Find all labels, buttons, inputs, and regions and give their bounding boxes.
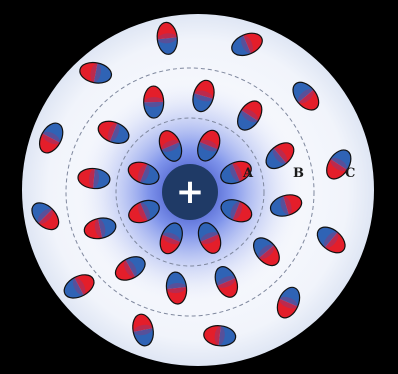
dipole-shell-b — [77, 167, 111, 190]
central-ion — [162, 164, 218, 220]
dipole-shell-c — [276, 286, 301, 319]
dipole-shell-a — [220, 160, 252, 185]
dipole-shell-b — [143, 85, 165, 119]
dipole-shell-c — [231, 32, 263, 57]
dipole-shell-c — [316, 226, 346, 254]
dipole-shell-a — [159, 222, 183, 255]
dipole-shell-b — [253, 237, 280, 267]
dipole-shell-c — [203, 325, 237, 347]
shell-label-a: A — [242, 166, 254, 181]
dipole-shell-c — [132, 313, 154, 347]
dipole-shell-b — [265, 142, 295, 170]
dipole-shell-b — [214, 266, 239, 298]
dipole-shell-b — [165, 271, 188, 305]
dipole-layer — [31, 21, 352, 347]
dipole-shell-b — [114, 256, 146, 281]
ion-sign: + — [176, 172, 205, 212]
dipole-shell-c — [326, 149, 352, 180]
dipole-shell-c — [63, 274, 95, 299]
dipole-shell-b — [97, 120, 130, 144]
dipole-shell-a — [127, 161, 160, 185]
dipole-shell-a — [128, 199, 160, 224]
dipole-shell-a — [197, 129, 221, 162]
dipole-shell-c — [31, 202, 60, 231]
dipole-shell-c — [292, 81, 320, 111]
dipole-shell-b — [237, 100, 263, 131]
dipole-shell-b — [269, 194, 303, 217]
dipole-shell-a — [158, 130, 183, 162]
dipole-shell-c — [38, 122, 64, 154]
dipole-shell-b — [83, 217, 117, 240]
shell-label-c: C — [345, 166, 355, 181]
shell-label-b: B — [293, 166, 304, 181]
dipole-shell-c — [79, 61, 113, 84]
dipole-shell-c — [156, 21, 178, 55]
shell-boundary-b — [65, 67, 315, 317]
dipole-shell-a — [197, 222, 222, 254]
dipole-shell-b — [192, 79, 215, 113]
shell-boundary-a — [115, 117, 265, 267]
dipole-shell-a — [220, 199, 253, 223]
